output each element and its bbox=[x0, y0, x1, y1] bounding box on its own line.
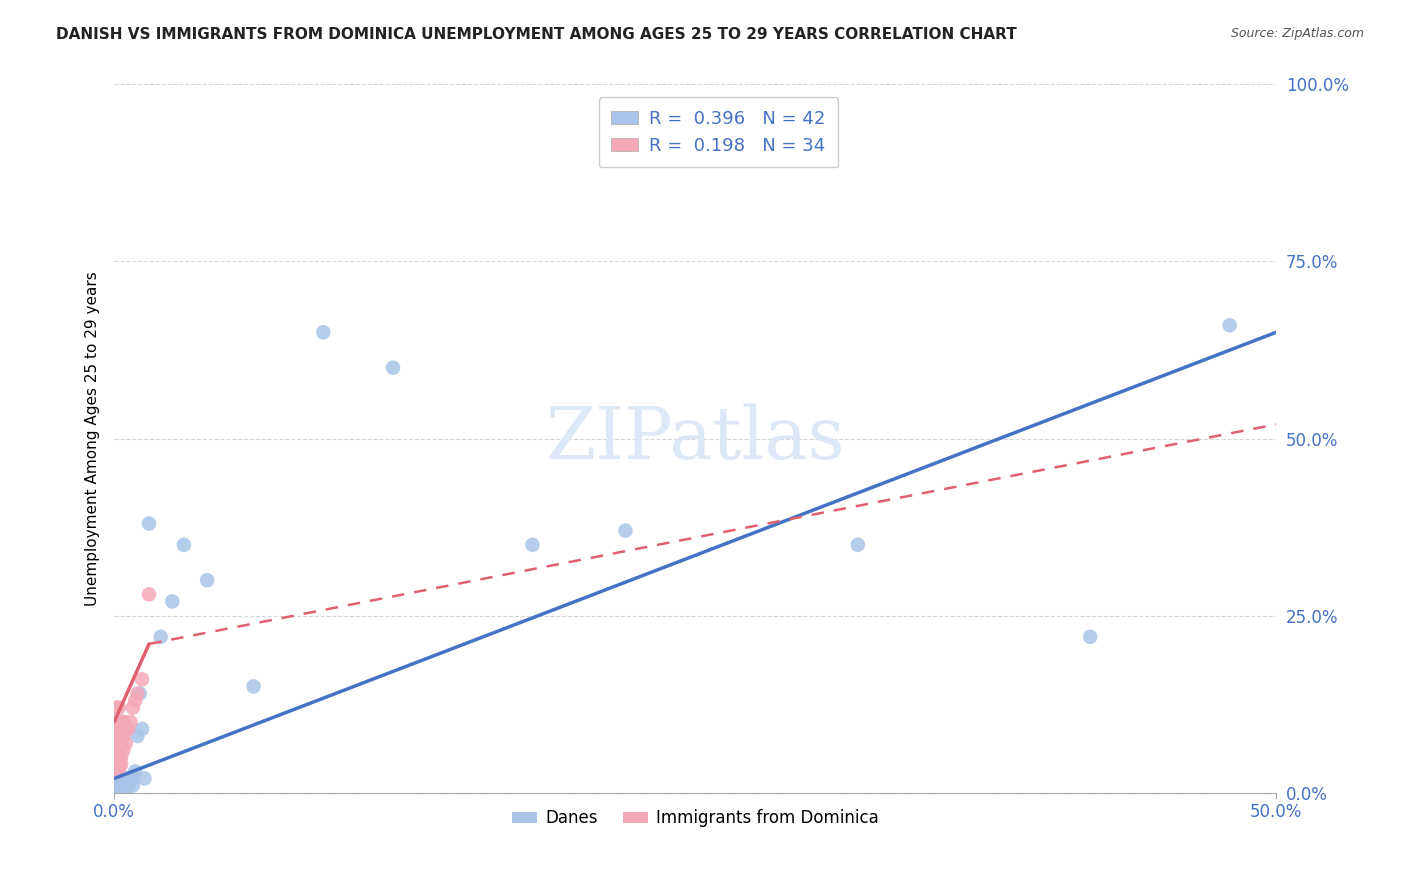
Point bbox=[112, 779, 135, 793]
Point bbox=[108, 779, 131, 793]
Point bbox=[112, 743, 135, 757]
Point bbox=[105, 700, 128, 714]
Text: Source: ZipAtlas.com: Source: ZipAtlas.com bbox=[1230, 27, 1364, 40]
Point bbox=[127, 686, 149, 700]
Point bbox=[242, 680, 264, 694]
Point bbox=[112, 775, 135, 789]
Point bbox=[382, 360, 405, 375]
Point bbox=[110, 714, 132, 729]
Point bbox=[117, 775, 139, 789]
Point bbox=[121, 772, 143, 786]
Point bbox=[112, 714, 135, 729]
Point bbox=[108, 736, 131, 750]
Point bbox=[128, 686, 150, 700]
Point bbox=[105, 782, 128, 797]
Point bbox=[110, 779, 132, 793]
Point bbox=[105, 729, 128, 743]
Point bbox=[112, 782, 135, 797]
Point bbox=[108, 750, 131, 764]
Point bbox=[110, 729, 132, 743]
Point bbox=[105, 779, 128, 793]
Text: ZIPatlas: ZIPatlas bbox=[546, 403, 845, 474]
Point bbox=[195, 573, 218, 587]
Point bbox=[112, 729, 135, 743]
Point bbox=[522, 538, 544, 552]
Point bbox=[1219, 318, 1241, 333]
Point bbox=[108, 775, 131, 789]
Point bbox=[614, 524, 637, 538]
Point bbox=[112, 772, 135, 786]
Point bbox=[108, 714, 131, 729]
Point bbox=[110, 772, 132, 786]
Point bbox=[108, 700, 131, 714]
Point bbox=[114, 736, 136, 750]
Point bbox=[121, 779, 143, 793]
Point bbox=[173, 538, 195, 552]
Y-axis label: Unemployment Among Ages 25 to 29 years: Unemployment Among Ages 25 to 29 years bbox=[86, 271, 100, 606]
Point bbox=[108, 729, 131, 743]
Point bbox=[105, 736, 128, 750]
Point bbox=[117, 722, 139, 736]
Point bbox=[114, 772, 136, 786]
Point bbox=[120, 772, 142, 786]
Legend: Danes, Immigrants from Dominica: Danes, Immigrants from Dominica bbox=[505, 803, 886, 834]
Point bbox=[1078, 630, 1101, 644]
Point bbox=[121, 700, 143, 714]
Point bbox=[110, 750, 132, 764]
Point bbox=[108, 764, 131, 779]
Point bbox=[131, 722, 153, 736]
Point bbox=[105, 775, 128, 789]
Point bbox=[105, 714, 128, 729]
Point bbox=[105, 764, 128, 779]
Point bbox=[110, 782, 132, 797]
Point bbox=[312, 326, 335, 340]
Point bbox=[105, 750, 128, 764]
Point bbox=[108, 757, 131, 772]
Point bbox=[108, 772, 131, 786]
Point bbox=[105, 743, 128, 757]
Point bbox=[105, 722, 128, 736]
Point bbox=[117, 779, 139, 793]
Point bbox=[110, 736, 132, 750]
Point bbox=[108, 782, 131, 797]
Point bbox=[162, 594, 184, 608]
Point bbox=[846, 538, 869, 552]
Point bbox=[124, 764, 146, 779]
Point bbox=[110, 757, 132, 772]
Point bbox=[138, 587, 160, 601]
Point bbox=[114, 775, 136, 789]
Text: DANISH VS IMMIGRANTS FROM DOMINICA UNEMPLOYMENT AMONG AGES 25 TO 29 YEARS CORREL: DANISH VS IMMIGRANTS FROM DOMINICA UNEMP… bbox=[56, 27, 1017, 42]
Point bbox=[114, 779, 136, 793]
Point bbox=[124, 693, 146, 707]
Point bbox=[127, 729, 149, 743]
Point bbox=[114, 722, 136, 736]
Point bbox=[105, 757, 128, 772]
Point bbox=[120, 714, 142, 729]
Point bbox=[134, 772, 156, 786]
Point bbox=[114, 782, 136, 797]
Point bbox=[149, 630, 172, 644]
Point bbox=[110, 775, 132, 789]
Point bbox=[108, 743, 131, 757]
Point bbox=[138, 516, 160, 531]
Point bbox=[131, 673, 153, 687]
